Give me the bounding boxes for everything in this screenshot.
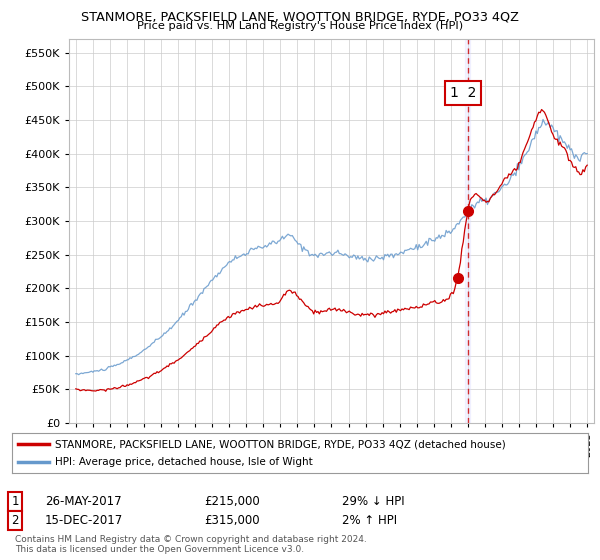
Text: Price paid vs. HM Land Registry's House Price Index (HPI): Price paid vs. HM Land Registry's House … — [137, 21, 463, 31]
Text: STANMORE, PACKSFIELD LANE, WOOTTON BRIDGE, RYDE, PO33 4QZ: STANMORE, PACKSFIELD LANE, WOOTTON BRIDG… — [81, 10, 519, 23]
Text: 15-DEC-2017: 15-DEC-2017 — [45, 514, 123, 528]
Text: 29% ↓ HPI: 29% ↓ HPI — [342, 494, 404, 508]
Text: STANMORE, PACKSFIELD LANE, WOOTTON BRIDGE, RYDE, PO33 4QZ (detached house): STANMORE, PACKSFIELD LANE, WOOTTON BRIDG… — [55, 439, 506, 449]
Bar — [466, 39, 470, 423]
Text: £215,000: £215,000 — [204, 494, 260, 508]
Text: 26-MAY-2017: 26-MAY-2017 — [45, 494, 122, 508]
Text: 1  2: 1 2 — [449, 86, 476, 100]
Text: 1: 1 — [11, 494, 19, 508]
Text: Contains HM Land Registry data © Crown copyright and database right 2024.
This d: Contains HM Land Registry data © Crown c… — [15, 535, 367, 554]
Text: 2% ↑ HPI: 2% ↑ HPI — [342, 514, 397, 528]
Text: £315,000: £315,000 — [204, 514, 260, 528]
Text: HPI: Average price, detached house, Isle of Wight: HPI: Average price, detached house, Isle… — [55, 457, 313, 467]
Text: 2: 2 — [11, 514, 19, 528]
